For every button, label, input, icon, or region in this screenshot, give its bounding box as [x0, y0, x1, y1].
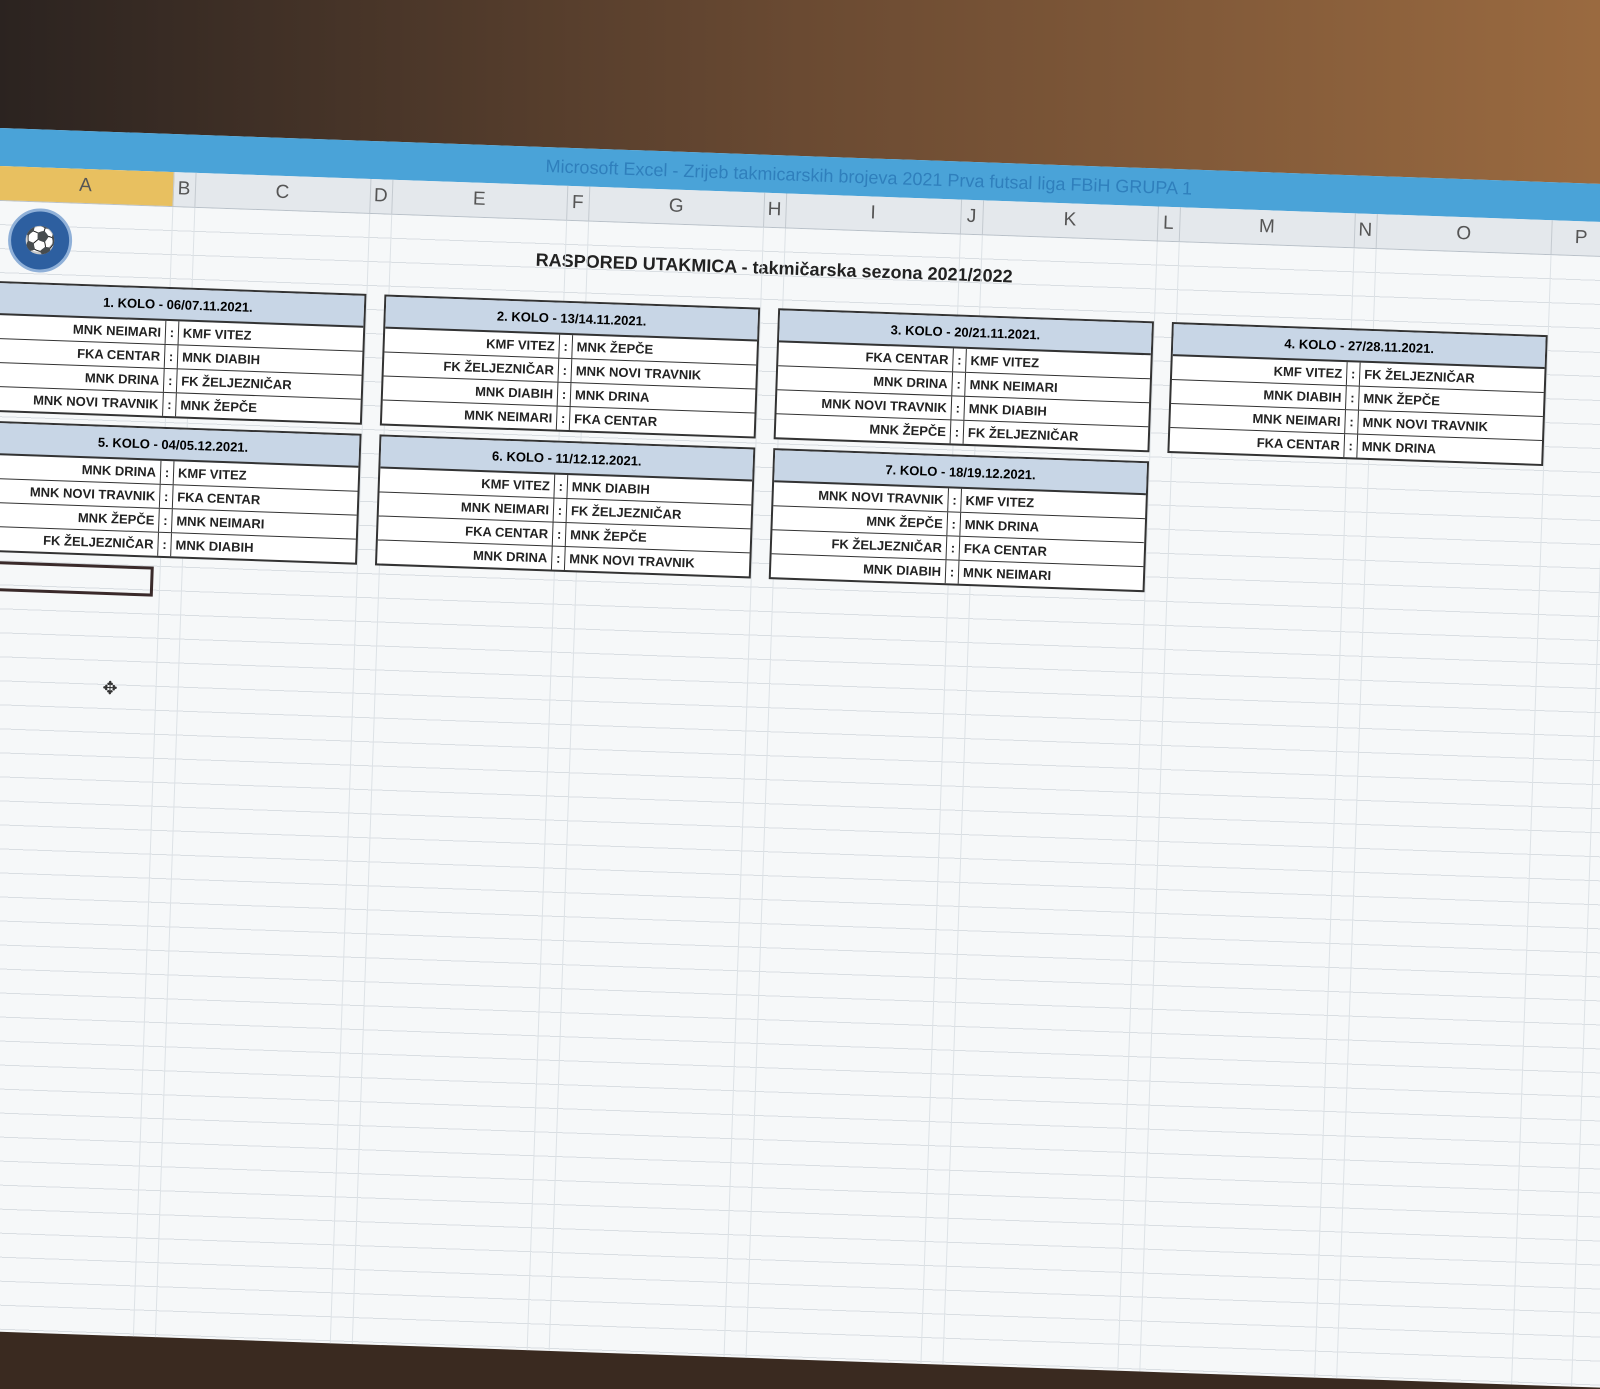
separator: :	[556, 406, 571, 431]
round-table: 5. KOLO - 04/05.12.2021. MNK DRINA: KMF VI…	[0, 420, 362, 565]
round-table: 2. KOLO - 13/14.11.2021. KMF VITEZ: MNK ŽE…	[379, 294, 761, 439]
separator: :	[554, 474, 569, 499]
separator: :	[159, 484, 174, 509]
worksheet-grid[interactable]: ⚽ RASPORED UTAKMICA - takmičarska sezona…	[0, 200, 1600, 1389]
separator: :	[1346, 362, 1361, 386]
separator: :	[558, 358, 573, 383]
column-header-k[interactable]: K	[981, 200, 1159, 241]
round-table: 3. KOLO - 20/21.11.2021. FKA CENTAR: KMF V…	[773, 308, 1154, 453]
separator: :	[163, 368, 178, 393]
separator: :	[953, 348, 967, 372]
column-header-e[interactable]: E	[391, 179, 569, 220]
separator: :	[551, 546, 566, 570]
home-team[interactable]: MNK DIABIH	[770, 554, 947, 584]
round-table: 1. KOLO - 06/07.11.2021. MNK NEIMARI: KMF …	[0, 280, 367, 425]
column-header-l[interactable]: L	[1156, 206, 1181, 242]
separator: :	[165, 320, 180, 345]
separator: :	[952, 372, 967, 396]
separator: :	[946, 536, 961, 560]
round-table: 7. KOLO - 18/19.12.2021. MNK NOVI TRAVNIK…	[768, 448, 1150, 593]
home-team[interactable]: MNK NOVI TRAVNIK	[0, 386, 164, 416]
selected-cell[interactable]	[0, 560, 154, 597]
separator: :	[945, 560, 960, 584]
separator: :	[947, 512, 962, 536]
separator: :	[1346, 386, 1360, 410]
column-header-j[interactable]: J	[959, 199, 985, 235]
column-header-o[interactable]: O	[1375, 214, 1553, 255]
home-team[interactable]: MNK ŽEPČE	[775, 414, 952, 444]
column-header-h[interactable]: H	[763, 192, 788, 228]
home-team[interactable]: FKA CENTAR	[1169, 428, 1346, 458]
separator: :	[553, 498, 568, 523]
round-table: 6. KOLO - 11/12.12.2021. KMF VITEZ: MNK DI…	[374, 434, 756, 579]
column-header-n[interactable]: N	[1353, 213, 1378, 249]
home-team[interactable]: MNK DRINA	[377, 540, 553, 570]
federation-logo-icon: ⚽	[7, 207, 74, 274]
separator: :	[160, 460, 175, 485]
separator: :	[164, 344, 179, 369]
column-header-p[interactable]: P	[1550, 220, 1600, 257]
separator: :	[948, 488, 962, 512]
column-header-a[interactable]: A	[0, 165, 175, 207]
separator: :	[1345, 410, 1359, 434]
column-header-i[interactable]: I	[785, 193, 963, 234]
separator: :	[557, 382, 572, 407]
gridline	[1571, 257, 1600, 1387]
separator: :	[552, 522, 567, 546]
separator: :	[158, 532, 172, 557]
column-header-c[interactable]: C	[194, 172, 372, 213]
separator: :	[951, 396, 966, 420]
home-team[interactable]: MNK NEIMARI	[381, 400, 558, 430]
round-table: 4. KOLO - 27/28.11.2021. KMF VITEZ: FK ŽEL…	[1167, 322, 1548, 467]
column-header-f[interactable]: F	[566, 185, 591, 221]
sheet-title: RASPORED UTAKMICA - takmičarska sezona 2…	[535, 249, 1013, 287]
column-header-g[interactable]: G	[588, 186, 766, 227]
separator: :	[159, 508, 173, 533]
home-team[interactable]: FK ŽELJEZNIČAR	[0, 526, 159, 556]
separator: :	[163, 392, 177, 417]
column-header-b[interactable]: B	[172, 172, 197, 207]
excel-window: Microsoft Excel - Zrijeb takmicarskih br…	[0, 128, 1600, 1389]
column-header-m[interactable]: M	[1178, 207, 1356, 248]
separator: :	[1344, 434, 1359, 458]
cell-cursor-icon: ✥	[102, 677, 118, 699]
separator: :	[559, 334, 574, 359]
column-header-d[interactable]: D	[369, 178, 394, 214]
separator: :	[950, 420, 965, 444]
